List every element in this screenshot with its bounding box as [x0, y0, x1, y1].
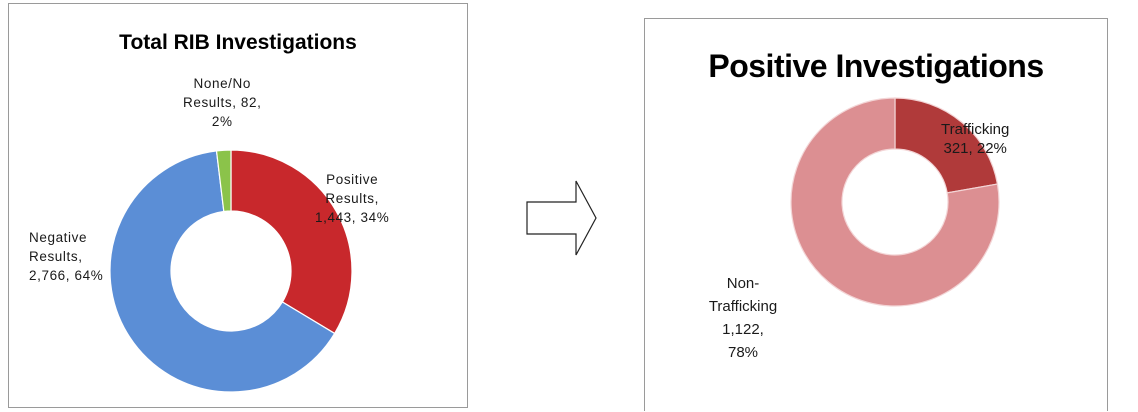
label-non-trafficking: Non- Trafficking 1,122, 78% [708, 275, 778, 361]
label-negative-results: Negative Results, 2,766, 64% [29, 230, 104, 283]
chart-total-rib-investigations: Total RIB Investigations Positive Result… [8, 3, 468, 408]
slice-none-no-results [215, 149, 232, 213]
donut-chart-positive [790, 97, 1000, 307]
chart-positive-investigations: Positive Investigations Trafficking 321,… [644, 18, 1108, 411]
slice-trafficking [894, 97, 999, 194]
label-none-results: None/No Results, 82, 2% [183, 76, 262, 129]
right-arrow-icon [526, 180, 597, 256]
slice-negative-results [109, 150, 336, 393]
chart-title: Total RIB Investigations [119, 31, 357, 54]
slice-positive-results [230, 149, 353, 335]
chart-title: Positive Investigations [708, 48, 1044, 84]
donut-chart-total [109, 149, 353, 393]
label-trafficking: Trafficking 321, 22% [941, 121, 1010, 157]
label-positive-results: Positive Results, 1,443, 34% [315, 172, 390, 225]
slice-non-trafficking [790, 97, 1000, 307]
